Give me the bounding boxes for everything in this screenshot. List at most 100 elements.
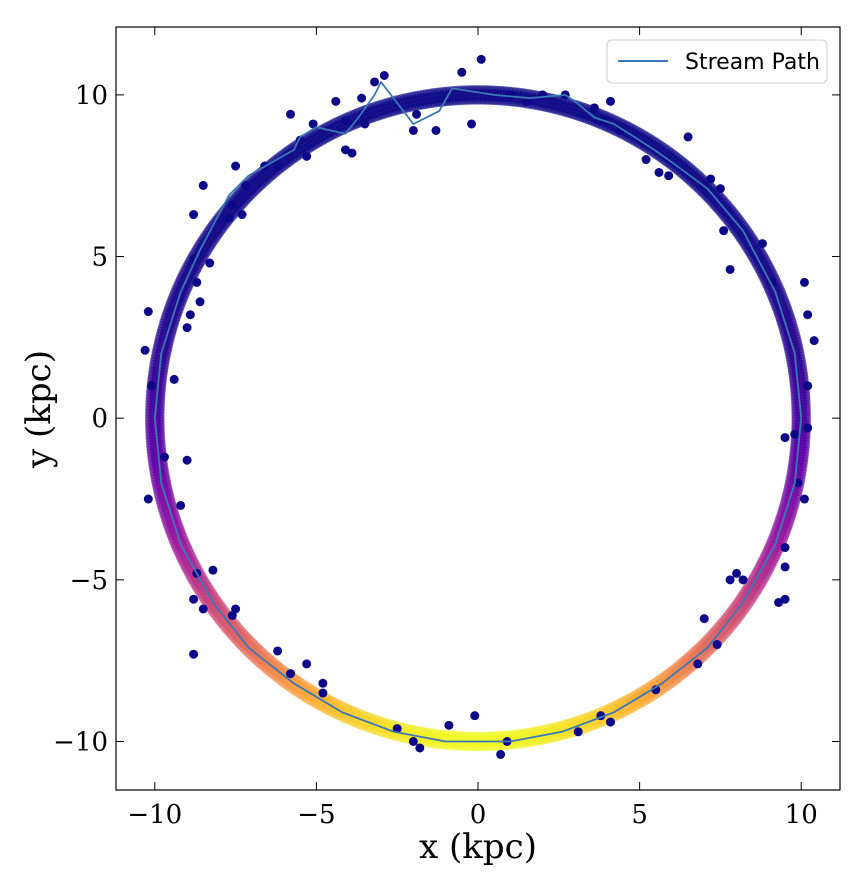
outlier-point — [143, 307, 153, 317]
outlier-point — [732, 568, 742, 578]
outlier-point — [712, 640, 722, 650]
outlier-point — [444, 720, 454, 730]
outlier-point — [505, 90, 515, 100]
outlier-point — [198, 180, 208, 190]
outlier-point — [803, 423, 813, 433]
x-axis-label: x (kpc) — [419, 827, 537, 867]
outlier-point — [790, 429, 800, 439]
outlier-point — [392, 724, 402, 734]
outlier-point — [240, 180, 250, 190]
outlier-point — [195, 297, 205, 307]
outlier-point — [408, 125, 418, 135]
outlier-point — [331, 96, 341, 106]
outlier-point — [457, 67, 467, 77]
outlier-point — [360, 119, 370, 129]
outlier-point — [208, 565, 218, 575]
ring-point — [803, 417, 812, 426]
outlier-point — [147, 381, 157, 391]
plot-frame — [115, 26, 841, 791]
outlier-point — [140, 345, 150, 355]
stream-path-layer — [153, 81, 803, 743]
outlier-point — [589, 103, 599, 113]
outlier-point — [725, 264, 735, 274]
outlier-point — [237, 210, 247, 220]
outlier-point — [182, 323, 192, 333]
outlier-point — [205, 258, 215, 268]
outlier-point — [198, 604, 208, 614]
outlier-point — [415, 743, 425, 753]
outlier-point — [431, 125, 441, 135]
outlier-point — [706, 174, 716, 184]
y-tick-label: −5 — [70, 566, 108, 596]
outlier-point — [340, 116, 350, 126]
outlier-point — [809, 336, 819, 346]
outlier-point — [654, 167, 664, 177]
outlier-point — [803, 310, 813, 320]
outlier-point — [799, 277, 809, 287]
outlier-point — [302, 659, 312, 669]
outlier-point — [606, 717, 616, 727]
outlier-point — [273, 646, 283, 656]
outlier-point — [169, 374, 179, 384]
outlier-point — [725, 575, 735, 585]
y-tick-label: 5 — [91, 243, 108, 273]
outlier-point — [573, 727, 583, 737]
outlier-point — [683, 132, 693, 142]
outlier-point — [185, 310, 195, 320]
outlier-point — [308, 119, 318, 129]
outlier-point — [412, 109, 422, 119]
outlier-point — [286, 669, 296, 679]
outlier-point — [615, 125, 625, 135]
y-tick-label: −10 — [53, 728, 108, 758]
outlier-point — [780, 433, 790, 443]
outlier-point — [379, 70, 389, 80]
outlier-point — [224, 213, 234, 223]
legend: Stream Path — [606, 39, 828, 84]
x-tick-label: 10 — [785, 800, 818, 830]
outlier-point — [780, 562, 790, 572]
outlier-point — [719, 226, 729, 236]
legend-box — [606, 39, 828, 84]
outlier-point — [182, 455, 192, 465]
y-tick-label: 10 — [75, 81, 108, 111]
outlier-point — [693, 659, 703, 669]
outlier-point — [715, 184, 725, 194]
outlier-point — [408, 737, 418, 747]
outlier-point — [227, 200, 237, 210]
outlier-point — [357, 93, 367, 103]
outlier-point — [176, 500, 186, 510]
stream-path-line — [153, 81, 803, 743]
outlier-point — [189, 649, 199, 659]
outlier-point — [774, 597, 784, 607]
outlier-point — [799, 494, 809, 504]
legend-label-stream-path: Stream Path — [685, 50, 820, 75]
outlier-point — [664, 171, 674, 181]
axis-ticks: −10 −5 0 5 10 −10 −5 0 5 10 — [53, 27, 840, 830]
outlier-point — [470, 711, 480, 721]
x-tick-label: 5 — [631, 800, 648, 830]
outlier-point — [159, 452, 169, 462]
x-tick-label: 0 — [470, 800, 487, 830]
outlier-point — [273, 161, 283, 171]
outlier-point — [286, 109, 296, 119]
outlier-point — [192, 277, 202, 287]
outlier-point — [318, 688, 328, 698]
x-tick-label: −10 — [127, 800, 182, 830]
outlier-point — [521, 96, 531, 106]
outlier-point — [803, 381, 813, 391]
outlier-point — [476, 54, 486, 64]
outlier-point — [231, 161, 241, 171]
outlier-point — [757, 239, 767, 249]
outlier-point — [189, 594, 199, 604]
outlier-point — [780, 543, 790, 553]
outlier-point — [496, 749, 506, 759]
outlier-point — [143, 494, 153, 504]
outlier-point — [738, 575, 748, 585]
outlier-point — [189, 210, 199, 220]
outlier-scatter — [140, 54, 819, 759]
outlier-point — [347, 148, 357, 158]
outlier-point — [302, 151, 312, 161]
outlier-point — [699, 614, 709, 624]
outlier-point — [641, 155, 651, 165]
